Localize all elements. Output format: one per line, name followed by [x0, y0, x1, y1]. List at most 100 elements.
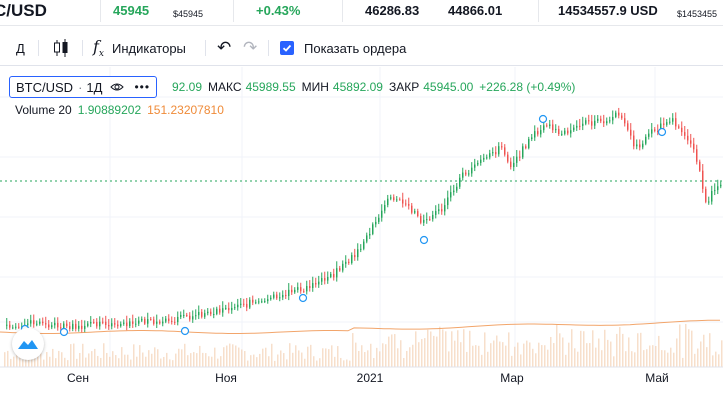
time-axis-label: Май [645, 371, 669, 385]
volume-bar [679, 324, 681, 367]
volume-bar [547, 349, 549, 367]
volume-bar [601, 350, 603, 367]
candle-body [612, 116, 614, 121]
volume-bar [49, 356, 51, 367]
candle-body [114, 323, 116, 325]
tradingview-logo-icon[interactable] [12, 328, 44, 360]
volume-bar [496, 335, 498, 367]
ticker-change-percent: +0.43% [256, 3, 301, 18]
volume-bar [346, 359, 348, 367]
volume-bar [610, 341, 612, 367]
checkbox-checked-icon[interactable] [280, 41, 294, 55]
symbol-legend[interactable]: BTC/USD · 1Д ••• [9, 76, 158, 98]
volume-bar [238, 347, 240, 367]
price-chart[interactable]: Сен Ноя 2021 Мар Май [0, 67, 723, 403]
candle-body [510, 161, 512, 168]
candle-body [309, 286, 311, 289]
candle-body [576, 125, 578, 128]
candle-body [153, 319, 155, 324]
volume-bar [325, 348, 327, 367]
volume-bar [259, 353, 261, 367]
candle-body [189, 315, 191, 320]
candle-body [276, 294, 278, 299]
candle-body [573, 127, 575, 131]
candle-body [306, 286, 308, 292]
candle-body [486, 157, 488, 159]
candle-body [330, 273, 332, 277]
volume-bar [685, 323, 687, 367]
volume-bar [286, 359, 288, 367]
candle-body [552, 124, 554, 131]
candle-body [357, 249, 359, 258]
candle-body [252, 299, 254, 303]
volume-bar [592, 330, 594, 367]
volume-bar [85, 357, 87, 367]
volume-bar [130, 359, 132, 367]
candle-body [618, 112, 620, 116]
candle-body [645, 136, 647, 144]
candle-body [549, 124, 551, 127]
candle-body [168, 318, 170, 321]
candle-body [654, 129, 656, 132]
candle-body [270, 297, 272, 300]
volume-bar [22, 359, 24, 367]
volume-bar [76, 358, 78, 367]
candle-body [219, 308, 221, 313]
candle-body [324, 278, 326, 281]
volume-bar [268, 356, 270, 367]
candle-body [585, 120, 587, 124]
volume-bar [379, 351, 381, 367]
candle-body [165, 318, 167, 322]
candle-body [609, 120, 611, 122]
ohlc-high-label: МАКС [208, 80, 242, 94]
volume-bar [319, 358, 321, 367]
candle-body [69, 326, 71, 329]
candle-body [333, 273, 335, 278]
more-icon[interactable]: ••• [134, 80, 151, 94]
volume-bar [487, 351, 489, 367]
candle-body [213, 314, 215, 316]
volume-bar [712, 355, 714, 367]
ticker-pair[interactable]: C/USD [0, 1, 47, 20]
volume-bar [277, 354, 279, 367]
interval-button[interactable]: Д [16, 40, 25, 56]
volume-bar [463, 329, 465, 367]
volume-bar [367, 350, 369, 367]
show-orders-toggle[interactable]: Показать ордера [280, 34, 406, 62]
candle-body [177, 316, 179, 323]
candle-body [411, 205, 413, 213]
volume-bar [553, 343, 555, 367]
candlestick-icon[interactable] [52, 34, 74, 62]
candle-body [537, 131, 539, 135]
volume-bar [355, 342, 357, 367]
volume-bar [388, 336, 390, 367]
candle-body [249, 299, 251, 308]
candle-body [657, 131, 659, 133]
volume-bar [31, 353, 33, 367]
volume-bar [652, 345, 654, 367]
undo-icon[interactable]: ↶ [217, 38, 232, 57]
volume-bar [241, 349, 243, 367]
volume-bar [274, 360, 276, 367]
volume-ma-line [0, 319, 721, 334]
ticker-bar: C/USD 45945 $45945 +0.43% 46286.83 44866… [0, 0, 723, 26]
candle-body [351, 255, 353, 264]
volume-bar [502, 342, 504, 367]
indicators-button[interactable]: fx Индикаторы [93, 34, 186, 62]
volume-bar [619, 327, 621, 367]
candle-body [672, 118, 674, 122]
candle-body [459, 177, 461, 187]
eye-icon[interactable] [110, 80, 125, 95]
volume-bar [721, 340, 723, 367]
candle-body [504, 147, 506, 155]
candle-body [84, 325, 86, 329]
candle-body [204, 313, 206, 317]
redo-icon[interactable]: ↷ [243, 38, 258, 57]
candle-body [642, 143, 644, 148]
volume-bar [136, 356, 138, 367]
chart-canvas[interactable]: Сен Ноя 2021 Мар Май [0, 67, 723, 403]
candle-body [327, 276, 329, 281]
volume-bar [208, 356, 210, 367]
candle-body [588, 120, 590, 122]
candle-body [693, 143, 695, 150]
